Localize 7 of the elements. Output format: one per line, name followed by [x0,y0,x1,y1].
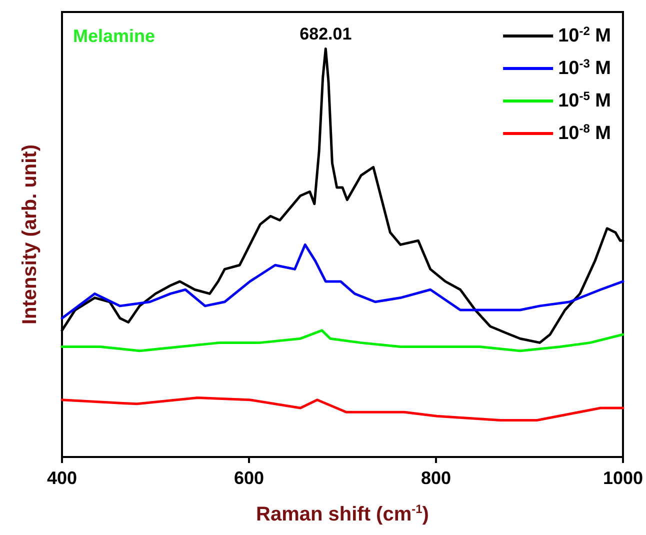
x-tick-label: 1000 [602,468,643,488]
y-axis-title: Intensity (arb. unit) [19,144,41,324]
x-tick-label: 800 [420,468,452,488]
x-tick-label: 600 [234,468,264,488]
chart-title: Melamine [73,26,156,46]
x-tick-label: 400 [46,468,78,488]
annotation: 682.01 [300,24,352,44]
